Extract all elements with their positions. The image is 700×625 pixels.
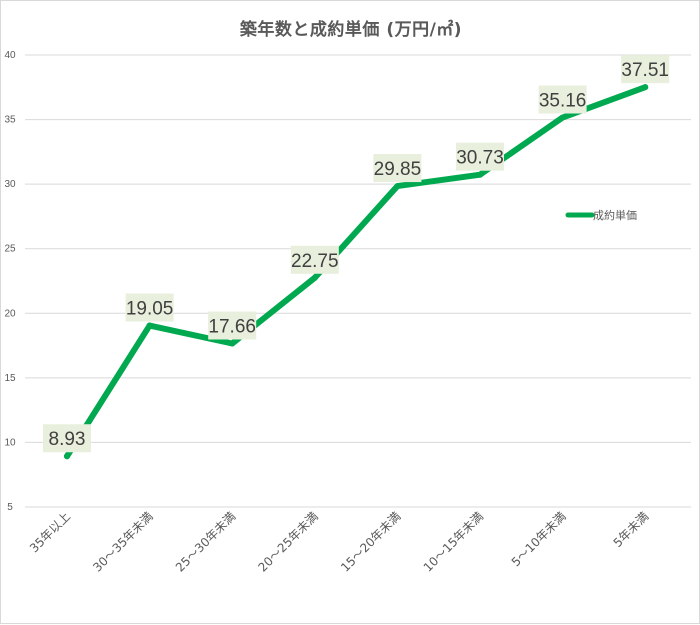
data-label: 37.51: [621, 60, 669, 81]
y-tick-label: 15: [4, 373, 16, 384]
data-label: 30.73: [456, 148, 504, 169]
x-category-label: 35年以上: [27, 509, 73, 555]
data-label: 29.85: [374, 159, 422, 180]
data-label: 35.16: [539, 91, 587, 112]
y-tick-label: 30: [4, 179, 16, 190]
y-tick-label: 5: [7, 502, 13, 513]
x-category-label: 25～30年未満: [173, 509, 238, 574]
data-label-background: [621, 55, 670, 84]
x-category-label: 5年未満: [611, 509, 652, 550]
data-point: [64, 453, 70, 460]
x-category-label: 5～10年未満: [509, 509, 569, 569]
x-category-label: 20～25年未満: [255, 509, 320, 574]
data-point: [642, 84, 649, 91]
series-line: [64, 84, 649, 460]
data-label-background: [208, 311, 257, 340]
y-tick-label: 25: [4, 244, 16, 255]
data-label-background: [125, 293, 174, 322]
x-category-label: 30～35年未満: [90, 509, 155, 574]
data-point: [311, 274, 318, 281]
x-category-label: 15～20年未満: [338, 509, 403, 574]
data-label: 17.66: [208, 317, 256, 338]
y-tick-label: 10: [4, 437, 16, 448]
data-point: [477, 171, 483, 178]
legend-label: 成約単価: [593, 208, 637, 222]
data-point: [146, 322, 153, 329]
data-point: [229, 340, 236, 347]
data-point: [394, 183, 401, 190]
data-label: 8.93: [49, 429, 86, 450]
data-label: 22.75: [291, 251, 339, 272]
data-point: [559, 114, 566, 121]
y-tick-label: 40: [4, 50, 16, 61]
y-tick-label: 35: [4, 115, 16, 126]
data-label-background: [290, 245, 339, 274]
data-label: 19.05: [126, 299, 174, 320]
data-label-background: [373, 154, 422, 183]
y-tick-label: 20: [4, 308, 16, 319]
chart-title: 築年数と成約単価 (万円/㎡): [239, 20, 463, 40]
x-category-label: 10～15年未満: [421, 509, 486, 574]
data-label-background: [538, 85, 587, 114]
data-label-background: [456, 142, 504, 171]
data-label-background: [43, 424, 91, 453]
